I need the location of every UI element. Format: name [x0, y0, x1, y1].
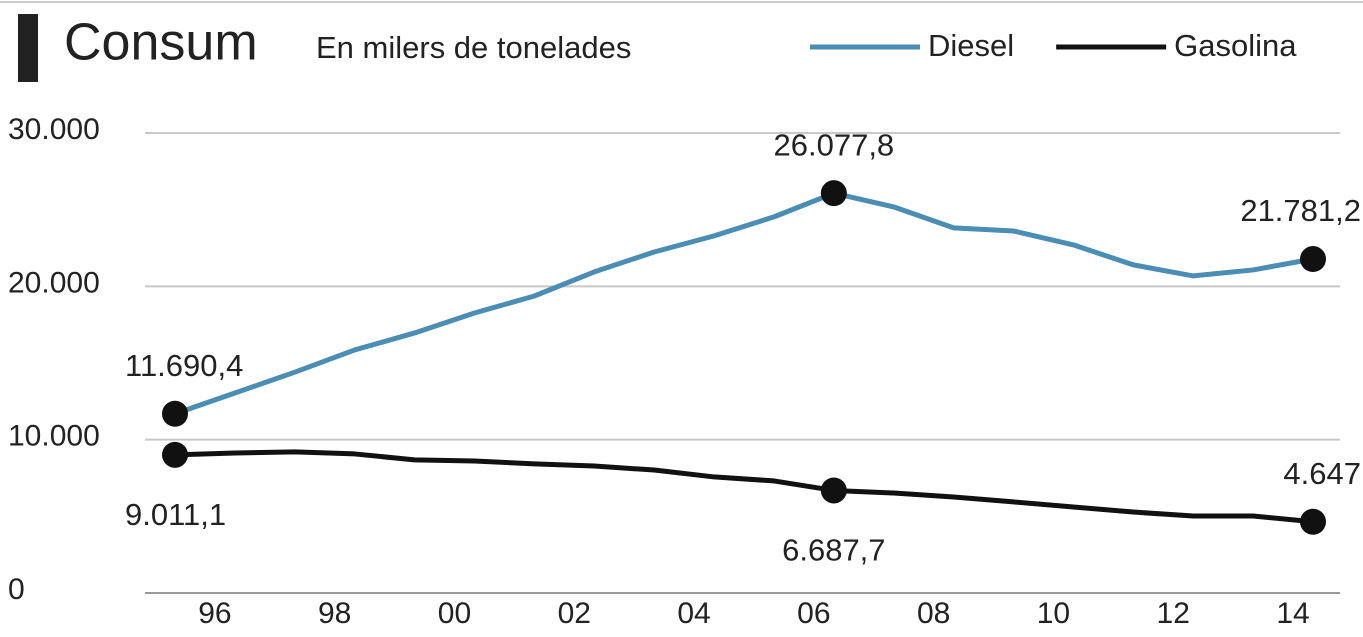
highlight-dot	[162, 400, 188, 427]
x-tick-label: 14	[1276, 597, 1309, 630]
x-tick-label: 00	[438, 597, 471, 630]
data-label: 9.011,1	[125, 497, 226, 532]
x-tick-label: 98	[318, 597, 351, 630]
y-tick-label: 30.000	[8, 113, 100, 146]
x-tick-label: 04	[677, 597, 710, 630]
title-bar	[18, 14, 38, 82]
y-tick-label: 0	[8, 573, 25, 606]
x-tick-label: 96	[198, 597, 231, 630]
data-label: 6.687,7	[782, 533, 885, 568]
x-tick-label: 02	[558, 597, 591, 630]
legend-label: Diesel	[928, 28, 1014, 63]
data-label: 11.690,4	[125, 348, 243, 383]
x-tick-label: 08	[917, 597, 950, 630]
y-tick-label: 10.000	[8, 420, 100, 453]
line	[174, 449, 1314, 525]
data-label: 26.077,8	[774, 127, 895, 162]
y-tick-label: 20.000	[8, 266, 100, 299]
legend-label: Gasolina	[1174, 28, 1297, 63]
data-label: 21.781,2	[1240, 193, 1361, 228]
highlight-dot	[820, 477, 847, 504]
x-tick-label: 10	[1037, 597, 1070, 630]
chart-subtitle: En milers de tonelades	[316, 30, 631, 65]
highlight-dot	[1300, 246, 1326, 273]
highlight-dot	[1300, 508, 1326, 535]
line	[174, 190, 1314, 417]
x-tick-label: 06	[797, 597, 830, 630]
highlight-dot	[162, 441, 188, 468]
highlight-dot	[820, 180, 847, 207]
x-tick-label: 12	[1157, 597, 1190, 630]
data-label: 4.647	[1283, 456, 1361, 491]
chart-title: Consum	[64, 14, 258, 72]
